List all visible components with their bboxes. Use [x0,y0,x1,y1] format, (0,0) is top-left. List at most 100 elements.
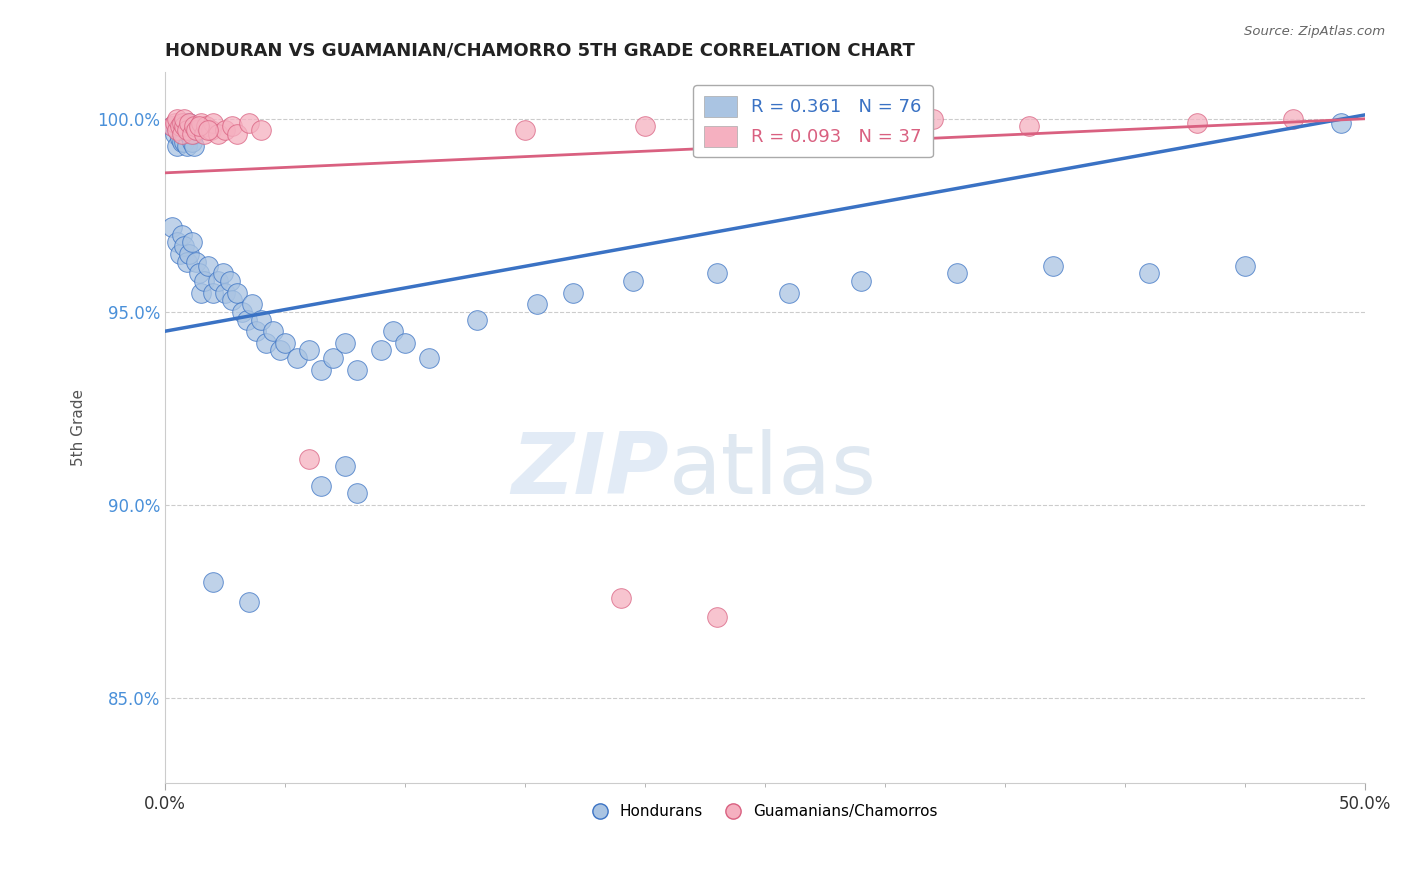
Point [207,127,229,141]
Point [187,120,209,134]
Point [173,239,195,253]
Point [169,247,191,261]
Point [214,123,236,137]
Point [170,115,193,129]
Point [1018,120,1040,134]
Point [526,297,548,311]
Point [1042,259,1064,273]
Point [169,131,191,145]
Point [176,123,198,137]
Point [162,219,184,234]
Point [238,594,260,608]
Point [240,297,263,311]
Point [236,312,259,326]
Point [1233,259,1256,273]
Point [179,115,201,129]
Point [610,591,633,605]
Point [180,135,202,149]
Text: atlas: atlas [669,429,877,512]
Point [245,324,267,338]
Point [250,312,273,326]
Point [238,115,260,129]
Text: Source: ZipAtlas.com: Source: ZipAtlas.com [1244,25,1385,38]
Point [370,343,392,358]
Point [170,127,193,141]
Point [274,335,297,350]
Point [202,575,225,590]
Point [180,120,202,134]
Point [262,324,284,338]
Point [465,312,488,326]
Point [186,254,208,268]
Point [186,123,208,137]
Point [621,274,644,288]
Text: HONDURAN VS GUAMANIAN/CHAMORRO 5TH GRADE CORRELATION CHART: HONDURAN VS GUAMANIAN/CHAMORRO 5TH GRADE… [166,42,915,60]
Point [193,274,215,288]
Point [173,127,195,141]
Point [211,266,233,280]
Point [418,351,440,366]
Point [221,293,243,308]
Point [173,135,195,149]
Point [200,123,222,137]
Point [195,120,218,134]
Point [706,610,728,624]
Point [226,285,249,300]
Point [946,266,969,280]
Point [180,235,202,250]
Point [180,127,202,141]
Point [187,266,209,280]
Point [166,112,188,126]
Point [169,120,191,134]
Point [173,115,195,129]
Point [170,123,193,137]
Point [849,274,872,288]
Point [634,120,657,134]
Point [179,115,201,129]
Point [309,363,332,377]
Point [285,351,308,366]
Point [169,120,191,134]
Point [394,335,416,350]
Point [346,486,368,500]
Point [346,363,368,377]
Point [207,274,229,288]
Point [322,351,344,366]
Point [922,112,945,126]
Point [197,259,219,273]
Point [173,112,195,126]
Point [190,115,212,129]
Point [333,459,356,474]
Point [562,285,585,300]
Point [382,324,405,338]
Point [190,285,212,300]
Point [226,127,249,141]
Point [193,127,215,141]
Point [1185,115,1208,129]
Point [706,266,728,280]
Point [176,254,198,268]
Point [231,305,253,319]
Point [778,285,800,300]
Point [1330,115,1353,129]
Point [179,247,201,261]
Point [183,138,205,153]
Point [250,123,273,137]
Point [162,120,184,134]
Point [183,127,205,141]
Point [1137,266,1160,280]
Point [197,123,219,137]
Point [269,343,291,358]
Point [179,127,201,141]
Point [183,120,205,134]
Point [221,120,243,134]
Point [219,274,242,288]
Point [202,285,225,300]
Point [170,135,193,149]
Point [163,127,186,141]
Point [166,235,188,250]
Point [513,123,536,137]
Point [254,335,277,350]
Point [186,123,208,137]
Point [166,138,188,153]
